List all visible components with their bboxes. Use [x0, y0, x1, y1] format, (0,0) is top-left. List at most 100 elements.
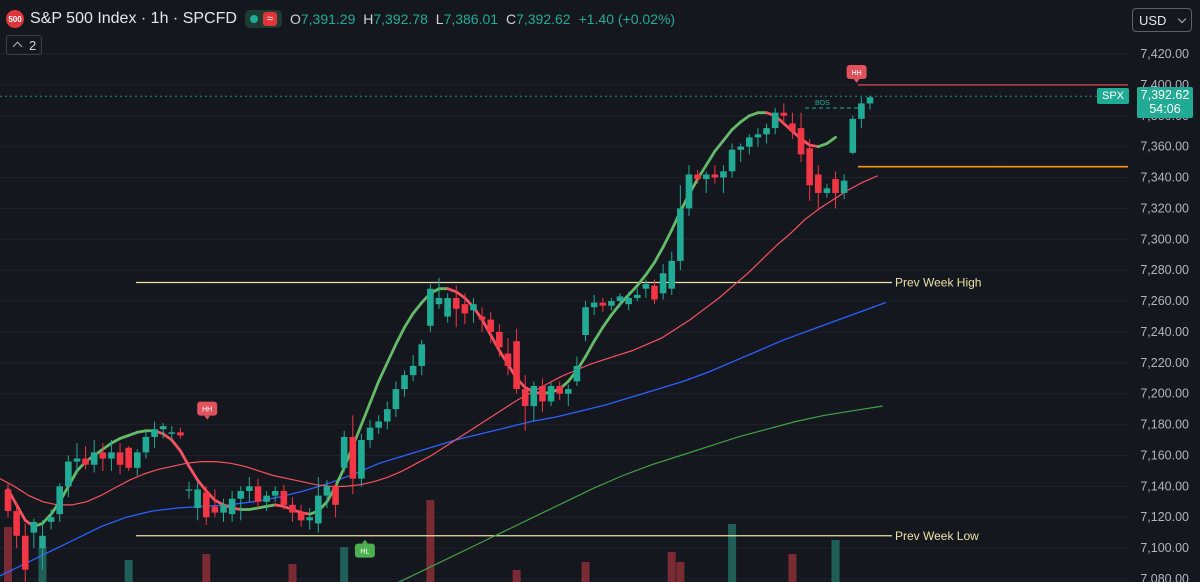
indicators-toggle[interactable]: 2 — [6, 35, 43, 55]
candle-body-16 — [142, 436, 150, 453]
candle-body-71 — [616, 296, 624, 302]
fast-ma-seg-1 — [15, 503, 27, 522]
open-key: O — [289, 11, 301, 27]
candle-body-89 — [771, 112, 779, 129]
slow-ma-line — [0, 175, 878, 506]
candle-body-84 — [728, 149, 736, 172]
candle-body-36 — [315, 495, 322, 524]
y-tick-label-12: 7,180.00 — [1140, 418, 1189, 432]
fast-ma-seg-85 — [739, 114, 751, 124]
candle-body-37 — [323, 486, 331, 496]
candle-body-20 — [177, 432, 184, 436]
fast-ma-seg-11 — [101, 441, 113, 451]
candle-body-11 — [99, 452, 107, 459]
fast-ma-seg-95 — [825, 135, 837, 145]
fast-ma-seg-86 — [747, 111, 760, 118]
y-tick-label-11: 7,200.00 — [1140, 387, 1189, 401]
candle-body-95 — [823, 188, 831, 193]
close-value: 7,392.62 — [516, 11, 571, 27]
candle-body-50 — [435, 297, 443, 305]
low-key: L — [435, 11, 444, 27]
candle-body-2 — [21, 535, 29, 570]
candle-body-97 — [840, 180, 848, 193]
volume-bar-2 — [124, 560, 133, 582]
fast-ma-seg-46 — [403, 312, 415, 329]
candle-body-63 — [547, 385, 555, 402]
candle-body-73 — [633, 294, 641, 298]
candle-body-55 — [478, 316, 486, 320]
candle-body-29 — [254, 486, 262, 502]
candle-body-6 — [56, 486, 64, 515]
candle-body-4 — [39, 535, 46, 549]
candle-body-44 — [383, 409, 391, 422]
candle-body-12 — [108, 452, 115, 459]
fast-ma-seg-72 — [627, 284, 639, 297]
level-label-1: Prev Week Low — [895, 529, 979, 543]
candle-body-99 — [858, 103, 865, 119]
ma200-line — [397, 405, 883, 582]
candle-body-53 — [461, 304, 469, 314]
candle-body-33 — [289, 504, 296, 513]
candle-body-77 — [668, 260, 676, 289]
bos-label: BOS — [815, 100, 830, 107]
y-tick-label-9: 7,240.00 — [1140, 325, 1189, 339]
symbol-title[interactable]: S&P 500 Index · 1h · SPCFD — [30, 10, 237, 27]
candle-body-72 — [625, 297, 632, 305]
candle-body-59 — [513, 341, 520, 390]
candle-body-74 — [642, 284, 650, 289]
swing-marker-2 — [846, 65, 867, 80]
candle-body-22 — [194, 489, 201, 508]
fast-ma-seg-45 — [394, 325, 406, 346]
candle-body-60 — [521, 389, 529, 407]
candle-body-47 — [409, 365, 417, 376]
fast-ma-seg-70 — [610, 302, 622, 317]
candle-body-26 — [228, 498, 236, 515]
candle-body-87 — [754, 134, 762, 138]
market-status[interactable]: ≈ — [244, 10, 282, 28]
candle-body-1 — [13, 511, 20, 536]
candle-body-88 — [763, 128, 770, 135]
fast-ma-seg-44 — [385, 342, 398, 365]
candle-body-27 — [237, 490, 245, 499]
candle-body-3 — [30, 521, 38, 533]
candle-body-68 — [590, 302, 598, 308]
swing-marker-tip-2 — [853, 79, 860, 84]
y-tick-label-5: 7,320.00 — [1140, 201, 1189, 215]
candle-body-7 — [65, 461, 72, 487]
y-tick-label-14: 7,140.00 — [1140, 479, 1189, 493]
swing-marker-1 — [354, 543, 375, 558]
y-tick-label-17: 7,080.00 — [1140, 572, 1189, 582]
fast-ma-seg-38 — [334, 466, 346, 488]
fast-ma-seg-51 — [446, 287, 458, 294]
candle-body-65 — [565, 389, 572, 394]
fast-ma-seg-30 — [265, 503, 277, 508]
fast-ma-seg-28 — [247, 506, 260, 511]
fast-ma-seg-84 — [730, 120, 743, 132]
y-tick-label-13: 7,160.00 — [1140, 448, 1189, 462]
low-value: 7,386.01 — [443, 11, 499, 27]
volume-bar-11 — [728, 524, 737, 582]
fast-ma-seg-14 — [127, 430, 139, 437]
candle-body-80 — [694, 174, 701, 180]
chevron-down-icon — [1177, 14, 1187, 23]
candle-body-62 — [539, 385, 546, 402]
candle-body-61 — [530, 385, 538, 407]
currency-select[interactable]: USD — [1132, 8, 1192, 32]
candle-body-8 — [73, 458, 81, 462]
fast-ma-seg-24 — [213, 498, 225, 507]
ohlc-values: O7,391.29 H7,392.78 L7,386.01 C7,392.62 — [290, 11, 575, 27]
fast-ma-seg-15 — [135, 429, 148, 434]
indicator-count: 2 — [29, 37, 37, 53]
fast-ma-seg-13 — [118, 433, 131, 440]
currency-label: USD — [1139, 12, 1167, 28]
y-tick-label-8: 7,260.00 — [1140, 294, 1189, 308]
fast-ma-seg-93 — [808, 143, 820, 149]
level-label-0: Prev Week High — [895, 276, 981, 290]
candle-body-56 — [487, 319, 495, 332]
chevron-up-icon — [12, 41, 23, 52]
y-tick-label-3: 7,360.00 — [1140, 140, 1189, 154]
ma50-line — [0, 301, 887, 577]
y-tick-label-15: 7,120.00 — [1140, 510, 1189, 524]
candle-body-13 — [116, 452, 124, 465]
